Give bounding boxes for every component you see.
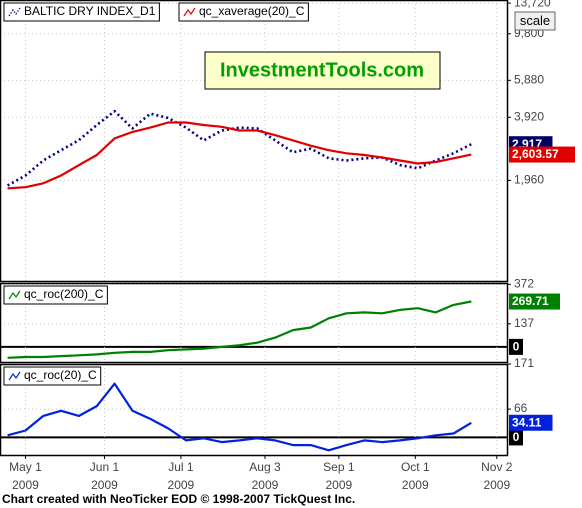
zero-label-box xyxy=(509,429,523,446)
value-label-box xyxy=(509,146,575,163)
series-line xyxy=(7,382,472,452)
legend-icon xyxy=(8,290,21,300)
x-tick-sublabel: 2009 xyxy=(12,478,39,492)
y-tick-label: 66 xyxy=(514,401,528,415)
value-label: 34.11 xyxy=(512,415,542,429)
x-tick-label: Oct 1 xyxy=(401,460,430,474)
legend-box xyxy=(3,285,108,305)
legend-icon xyxy=(8,371,21,381)
x-tick-label: Nov 2 xyxy=(481,460,513,474)
value-label-box xyxy=(509,414,553,431)
panel-frame xyxy=(0,363,509,457)
x-tick-sublabel: 2009 xyxy=(483,478,510,492)
y-tick-label: 3,920 xyxy=(514,109,544,123)
x-tick-label: Jun 1 xyxy=(90,460,120,474)
x-tick-label: Sep 1 xyxy=(323,460,355,474)
y-tick-label: 0 xyxy=(513,430,520,444)
y-tick-label: 137 xyxy=(514,316,534,330)
panel-frame xyxy=(0,0,509,283)
scale-button-label[interactable]: scale xyxy=(520,13,550,28)
x-tick-sublabel: 2009 xyxy=(91,478,118,492)
value-label: 269.71 xyxy=(512,294,549,308)
x-tick-sublabel: 2009 xyxy=(252,478,279,492)
x-tick-label: Aug 3 xyxy=(249,460,281,474)
legend-box xyxy=(178,2,309,22)
series-line xyxy=(7,121,472,190)
y-tick-label: 5,880 xyxy=(514,73,544,87)
legend-label: qc_roc(20)_C xyxy=(24,368,97,382)
y-tick-label: 372 xyxy=(514,277,534,291)
legend-box xyxy=(3,366,102,386)
x-tick-sublabel: 2009 xyxy=(402,478,429,492)
legend-label: qc_roc(200)_C xyxy=(24,287,104,301)
y-tick-label: 0 xyxy=(513,340,520,354)
x-tick-label: Jul 1 xyxy=(168,460,194,474)
y-tick-label: 1,960 xyxy=(514,173,544,187)
x-tick-sublabel: 2009 xyxy=(168,478,195,492)
legend-label: qc_xaverage(20)_C xyxy=(199,4,305,18)
footer: Chart created with NeoTicker EOD © 1998-… xyxy=(2,492,355,506)
y-tick-label: 171 xyxy=(514,356,534,370)
legend-icon xyxy=(8,7,21,17)
zero-label-box xyxy=(509,338,523,355)
x-tick-sublabel: 2009 xyxy=(325,478,352,492)
x-tick-label: May 1 xyxy=(9,460,42,474)
series-line xyxy=(7,300,472,359)
watermark: InvestmentTools.com xyxy=(220,59,424,81)
legend-box xyxy=(3,2,160,22)
legend-label: BALTIC DRY INDEX_D1 xyxy=(24,4,156,18)
value-label: 2,603.57 xyxy=(512,147,559,161)
value-label-box xyxy=(509,293,560,310)
panel-frame xyxy=(0,282,509,364)
legend-icon xyxy=(183,7,196,17)
y-tick-label: 13,720 xyxy=(514,0,551,9)
scale-button[interactable] xyxy=(514,11,556,31)
watermark-box xyxy=(204,51,441,90)
